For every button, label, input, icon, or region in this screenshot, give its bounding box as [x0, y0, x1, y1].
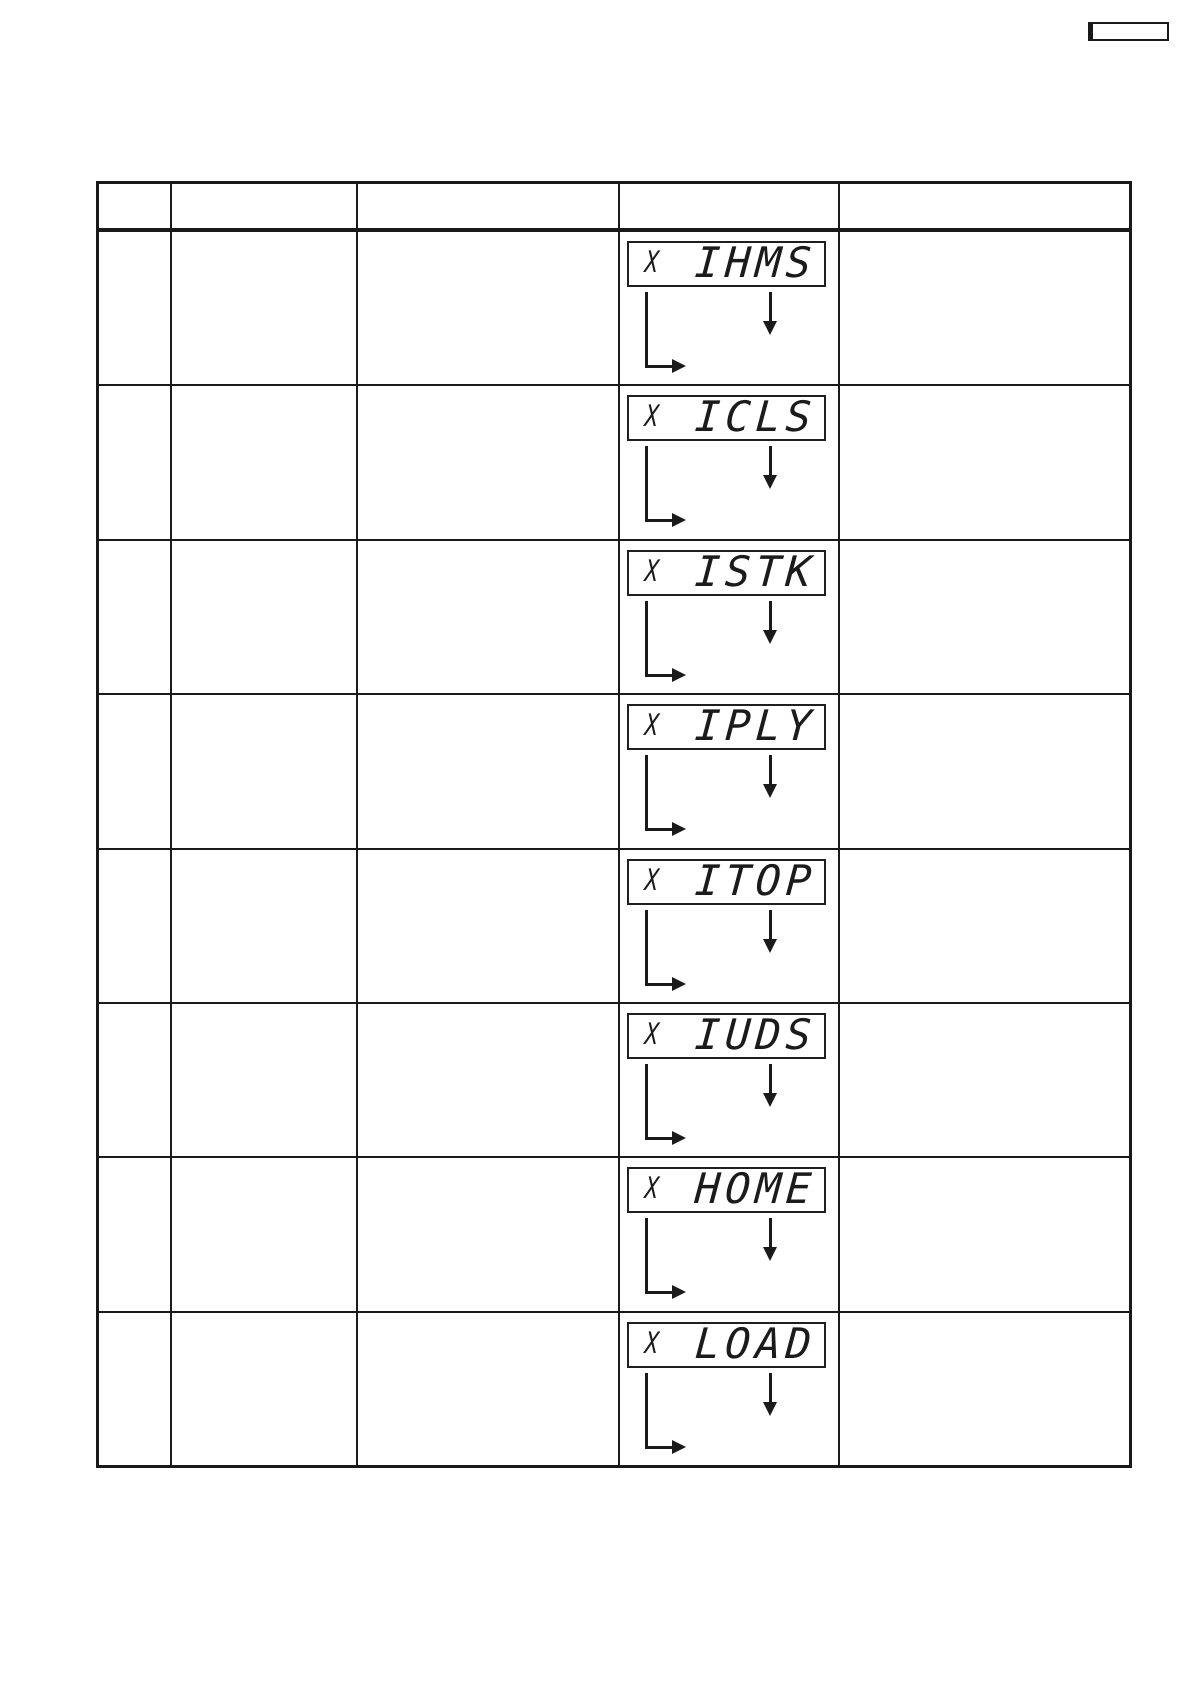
row4-col2 [172, 695, 356, 848]
row2-col5 [840, 386, 1129, 539]
row4-col1 [99, 695, 170, 848]
lcd-display-text: IPLY [693, 701, 818, 751]
lcd-display: X HOME [627, 1164, 826, 1214]
lcd-indicator-glyph: X [643, 863, 660, 898]
row8-col5 [840, 1312, 1129, 1465]
row1-col3 [358, 232, 618, 385]
row5-col2 [172, 849, 356, 1002]
lcd-display: X ICLS [627, 392, 826, 442]
lcd-indicator-glyph: X [643, 1327, 660, 1361]
lcd-display: X LOAD [627, 1318, 826, 1368]
lcd-indicator-glyph: X [643, 1018, 660, 1053]
header-cell-5 [840, 184, 1129, 230]
lcd-indicator-glyph: X [643, 246, 660, 281]
row2-col2 [172, 386, 356, 539]
row7-col5 [840, 1158, 1129, 1311]
row8-lcd-cell: X LOAD [620, 1312, 838, 1465]
row5-col3 [358, 849, 618, 1002]
row7-lcd-cell: X HOME [620, 1158, 838, 1311]
row6-col5 [840, 1003, 1129, 1157]
row3-col1 [99, 540, 170, 694]
header-cell-3 [358, 184, 618, 230]
row8-col2 [172, 1312, 356, 1465]
page-corner-label-box [1088, 22, 1169, 41]
row7-col3 [358, 1158, 618, 1311]
row8-col1 [99, 1312, 170, 1465]
header-cell-4 [620, 184, 838, 230]
lcd-display-text: ISTK [693, 546, 818, 596]
lcd-display: X IHMS [627, 238, 826, 288]
lcd-indicator-glyph: X [643, 555, 660, 589]
lcd-indicator-glyph: X [643, 1172, 660, 1207]
lcd-display-text: LOAD [693, 1318, 818, 1368]
display-message-table: X IHMS X ICLS X ISTK [96, 181, 1132, 1468]
row1-col2 [172, 232, 356, 385]
row7-col2 [172, 1158, 356, 1311]
row1-col1 [99, 232, 170, 385]
row5-col5 [840, 849, 1129, 1002]
row1-col5 [840, 232, 1129, 385]
row3-lcd-cell: X ISTK [620, 540, 838, 694]
lcd-display-text: HOME [693, 1164, 818, 1214]
row5-lcd-cell: X ITOP [620, 849, 838, 1002]
lcd-display: X ISTK [627, 546, 826, 596]
row6-lcd-cell: X IUDS [620, 1003, 838, 1157]
lcd-display-text: IUDS [693, 1010, 818, 1060]
row4-lcd-cell: X IPLY [620, 695, 838, 848]
lcd-display: X ITOP [627, 855, 826, 905]
row6-col1 [99, 1003, 170, 1157]
row6-col3 [358, 1003, 618, 1157]
lcd-display: X IUDS [627, 1010, 826, 1060]
row5-col1 [99, 849, 170, 1002]
row6-col2 [172, 1003, 356, 1157]
row3-col2 [172, 540, 356, 694]
header-cell-2 [172, 184, 356, 230]
row2-col1 [99, 386, 170, 539]
lcd-indicator-glyph: X [643, 400, 660, 435]
lcd-display-text: ITOP [693, 855, 818, 905]
lcd-indicator-glyph: X [643, 709, 660, 744]
row8-col3 [358, 1312, 618, 1465]
row4-col5 [840, 695, 1129, 848]
row1-lcd-cell: X IHMS [620, 232, 838, 385]
row3-col3 [358, 540, 618, 694]
lcd-display: X IPLY [627, 701, 826, 751]
row4-col3 [358, 695, 618, 848]
row2-col3 [358, 386, 618, 539]
lcd-display-text: IHMS [693, 238, 818, 288]
header-cell-1 [99, 184, 170, 230]
row7-col1 [99, 1158, 170, 1311]
row2-lcd-cell: X ICLS [620, 386, 838, 539]
row3-col5 [840, 540, 1129, 694]
lcd-display-text: ICLS [693, 392, 818, 442]
